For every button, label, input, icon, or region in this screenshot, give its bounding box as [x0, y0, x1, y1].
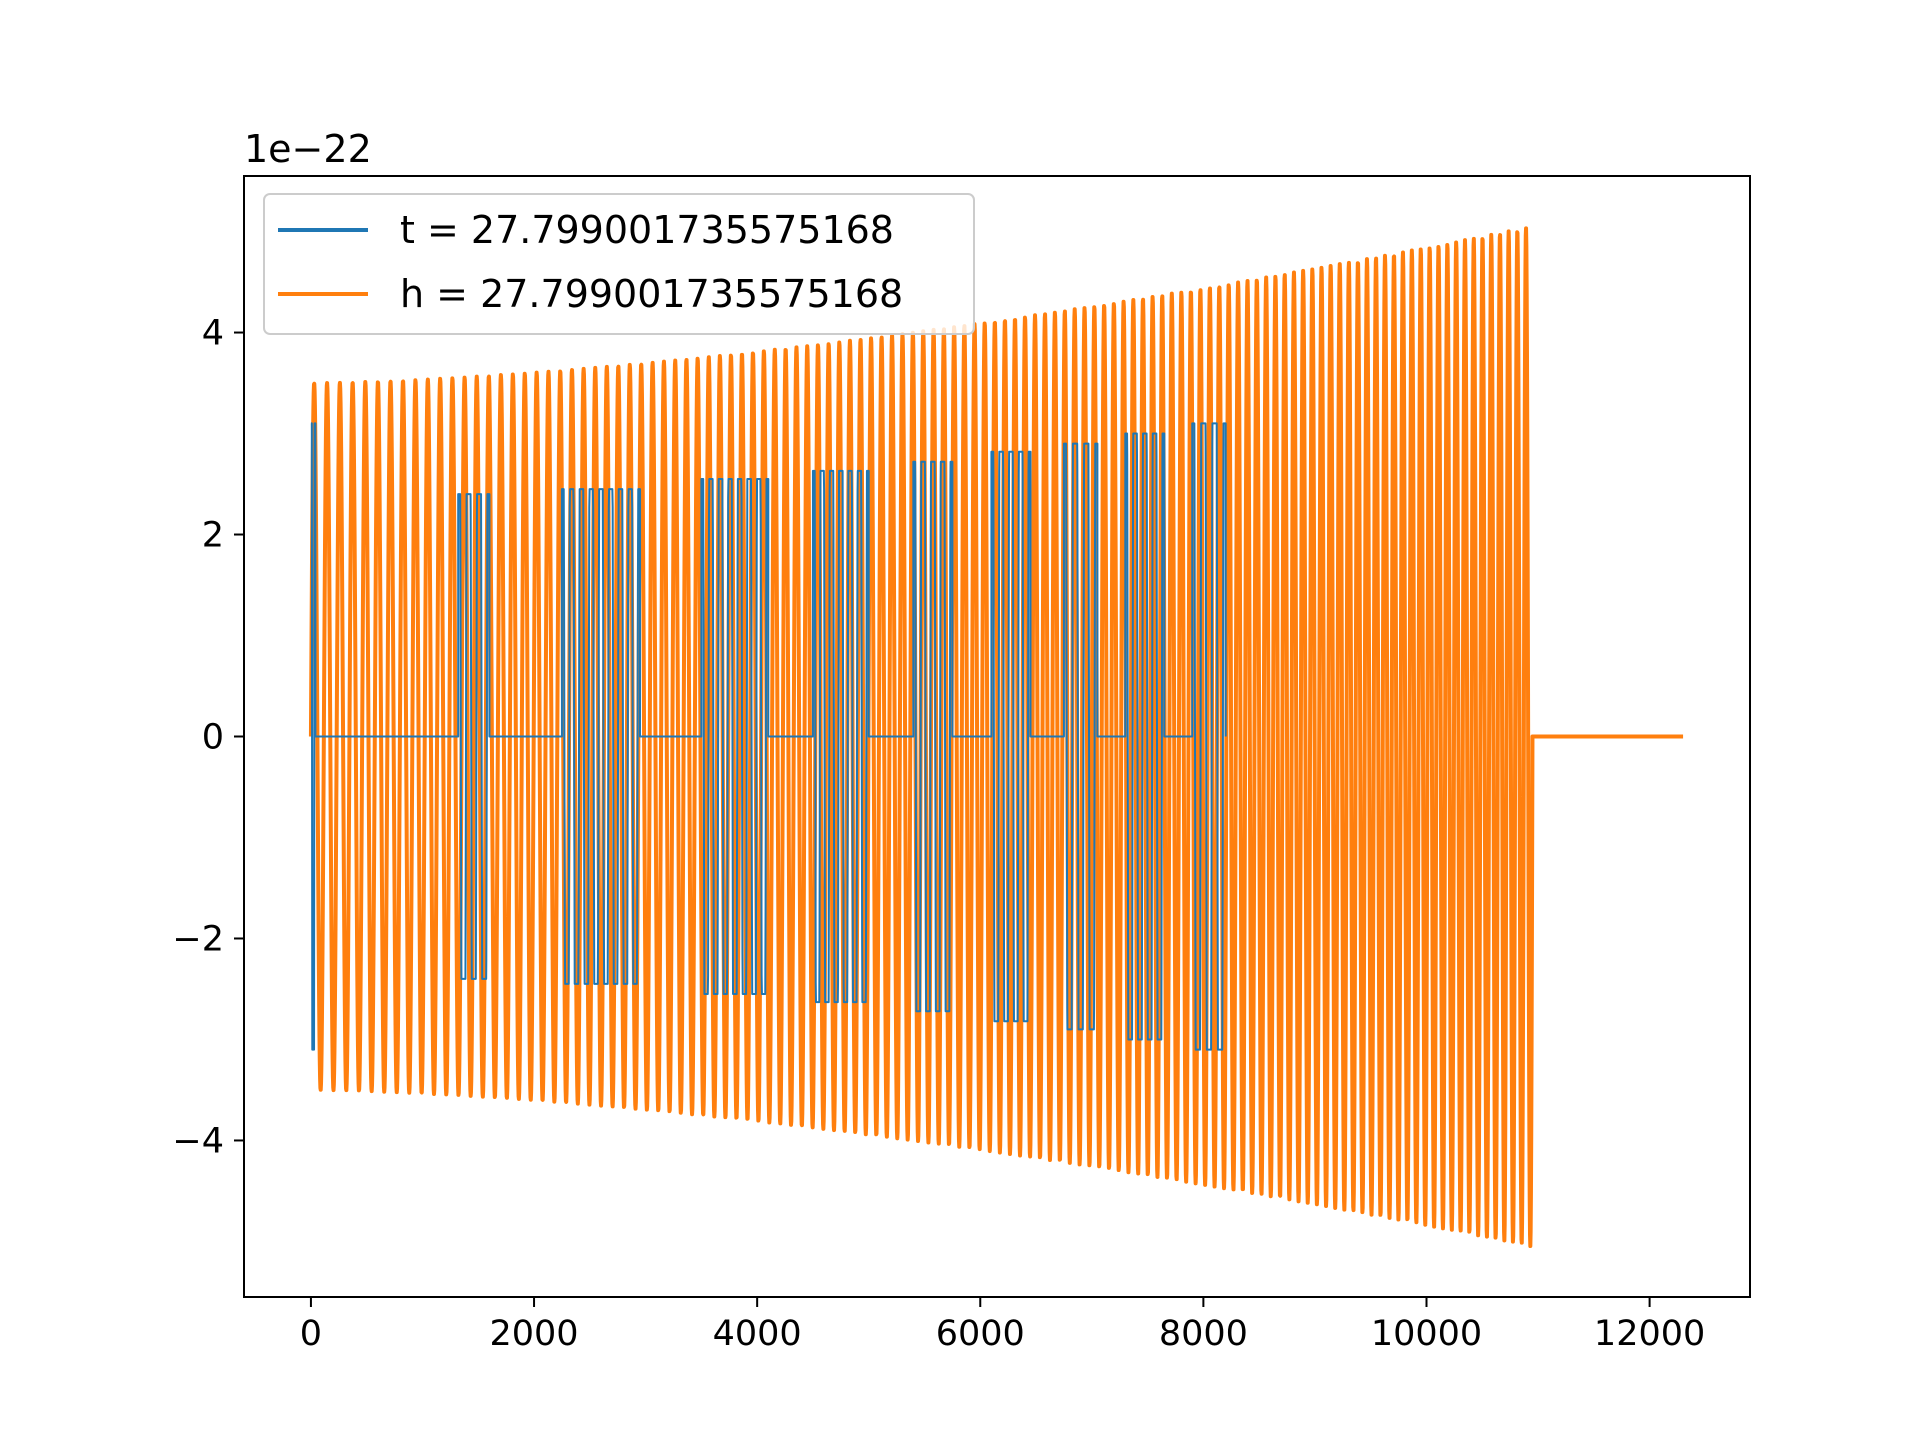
y-tick-label: 4 — [202, 314, 224, 354]
y-tick-label: 2 — [202, 516, 224, 556]
x-tick-label: 12000 — [1594, 1314, 1705, 1354]
legend-label: h = 27.799001735575168 — [400, 272, 903, 316]
y-tick-label: −4 — [172, 1121, 224, 1161]
y-axis-offset-label: 1e−22 — [244, 127, 372, 171]
y-tick-label: 0 — [202, 718, 224, 758]
x-tick-label: 2000 — [490, 1314, 579, 1354]
y-axis: −4 −2 0 2 4 — [172, 314, 244, 1161]
series-layer — [308, 226, 1684, 1249]
x-tick-label: 6000 — [936, 1314, 1025, 1354]
x-axis: 0 2000 4000 6000 8000 10000 12000 — [300, 1297, 1705, 1354]
legend: t = 27.799001735575168 h = 27.79900173557… — [263, 193, 975, 335]
series-line-t — [309, 422, 1227, 1051]
legend-label: t = 27.799001735575168 — [400, 208, 894, 252]
legend-box — [263, 193, 975, 335]
x-tick-label: 4000 — [713, 1314, 802, 1354]
x-tick-label: 10000 — [1371, 1314, 1482, 1354]
x-tick-label: 8000 — [1159, 1314, 1248, 1354]
y-tick-label: −2 — [172, 919, 224, 959]
x-tick-label: 0 — [300, 1314, 322, 1354]
